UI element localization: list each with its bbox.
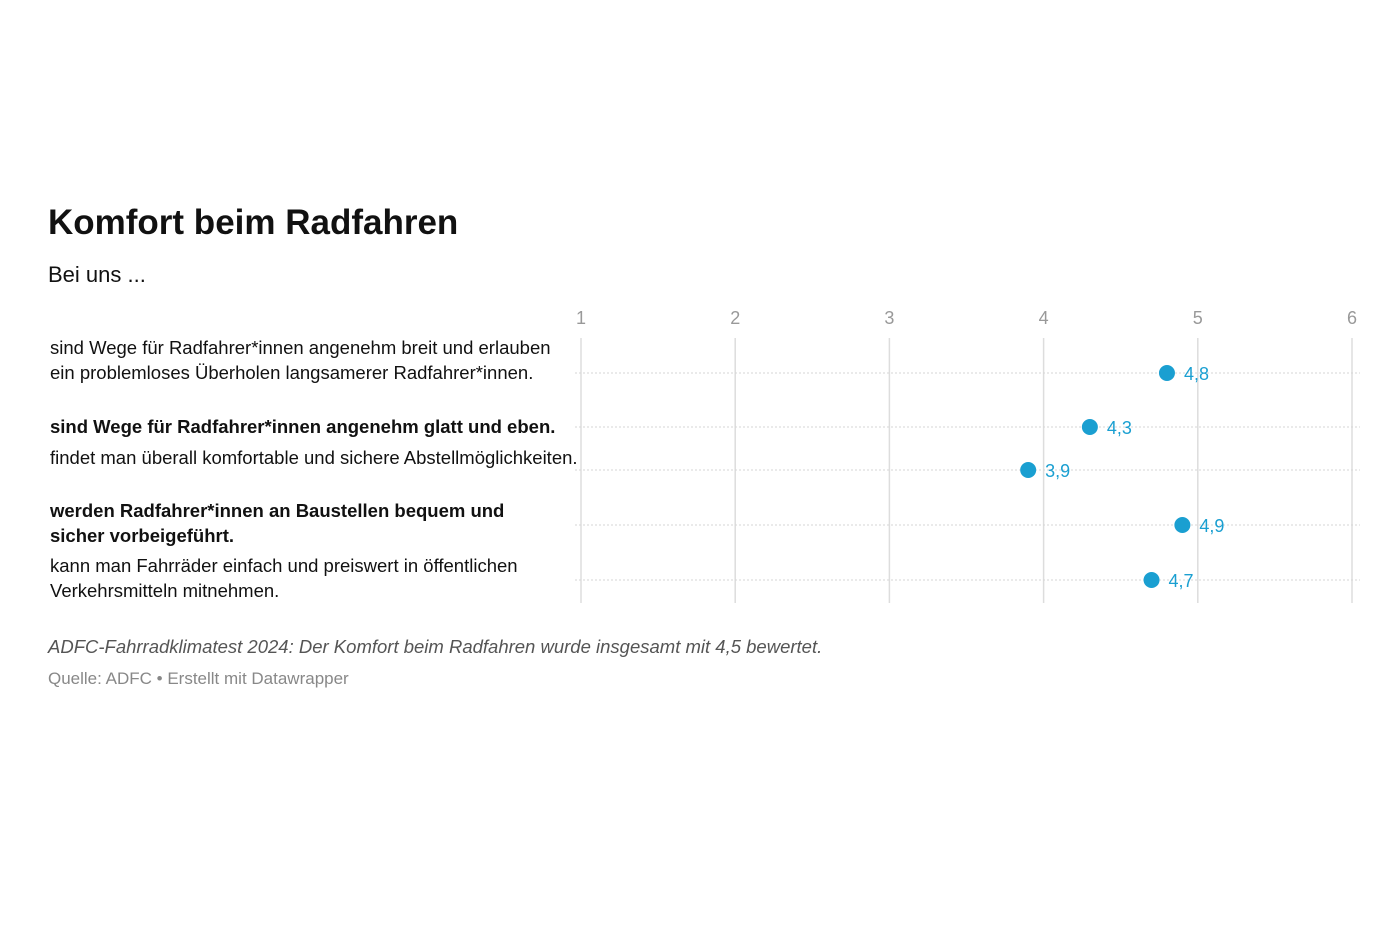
row-label-3: findet man überall komfortable und siche… (50, 447, 578, 468)
x-tick-label: 6 (1347, 308, 1357, 328)
data-dot (1174, 517, 1191, 533)
data-dot (1143, 572, 1160, 588)
row-label-2: sind Wege für Radfahrer*innen angenehm g… (50, 416, 556, 437)
chart-notes: ADFC-Fahrradklimatest 2024: Der Komfort … (48, 636, 823, 657)
x-tick-label: 1 (576, 308, 586, 328)
x-tick-label: 2 (730, 308, 740, 328)
chart-title: Komfort beim Radfahren (48, 203, 459, 242)
data-value-label: 4,3 (1107, 418, 1132, 438)
data-dot (1158, 365, 1175, 381)
x-tick-label: 5 (1193, 308, 1203, 328)
data-value-label: 4,7 (1169, 571, 1194, 591)
data-value-label: 4,9 (1199, 516, 1224, 536)
data-value-label: 3,9 (1045, 461, 1070, 481)
chart-subtitle: Bei uns ... (48, 262, 146, 287)
row-label-4: werden Radfahrer*innen an Baustellen beq… (50, 500, 505, 546)
data-dot (1081, 419, 1098, 435)
x-tick-label: 4 (1039, 308, 1049, 328)
x-tick-label: 3 (884, 308, 894, 328)
row-label-1: sind Wege für Radfahrer*innen angenehm b… (50, 337, 551, 383)
data-value-label: 4,8 (1184, 364, 1209, 384)
data-dot (1020, 462, 1037, 478)
row-label-5: kann man Fahrräder einfach und preiswert… (50, 555, 518, 601)
chart-source: Quelle: ADFC • Erstellt mit Datawrapper (48, 669, 349, 688)
